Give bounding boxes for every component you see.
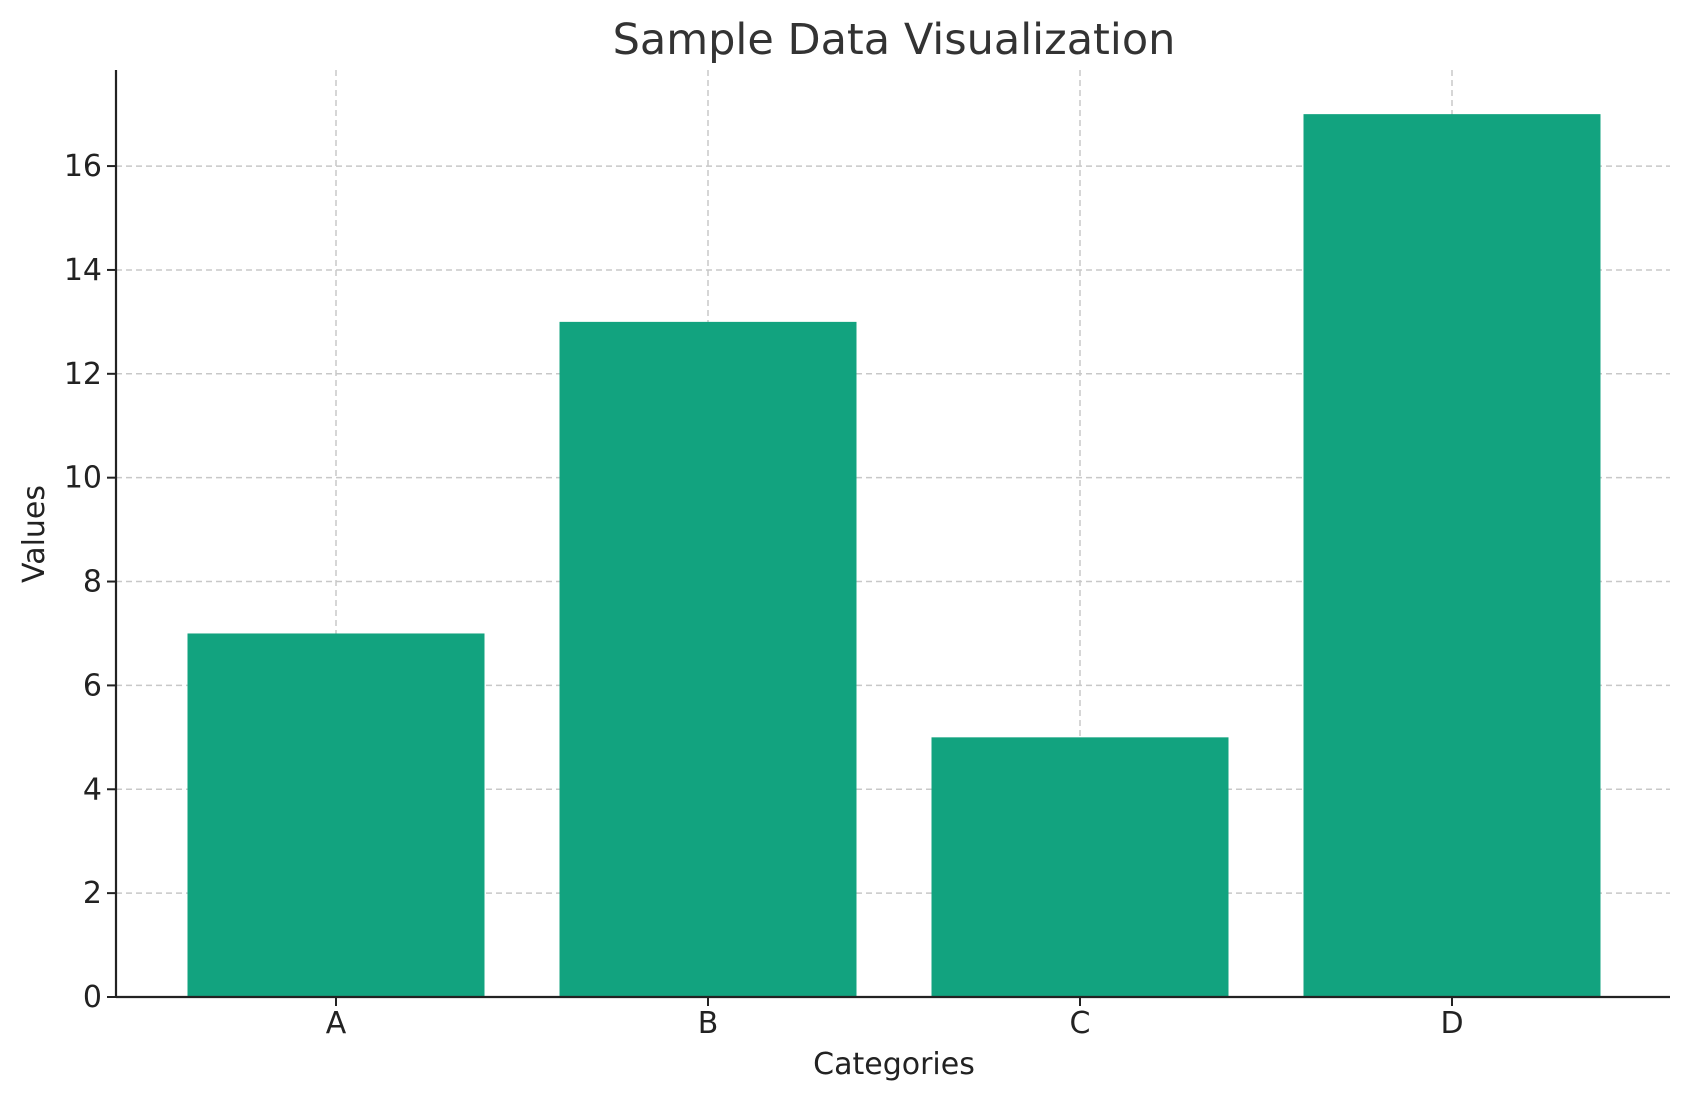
y-tick-label: 10 <box>64 461 102 496</box>
bars <box>187 114 1601 997</box>
y-tick-label: 2 <box>83 876 102 911</box>
y-tick-label: 4 <box>83 772 102 807</box>
x-tick-label: A <box>326 1006 347 1041</box>
y-tick-label: 14 <box>64 253 102 288</box>
x-tick-label: B <box>698 1006 719 1041</box>
axes <box>114 70 1670 999</box>
y-tick-label: 8 <box>83 565 102 600</box>
x-tick-label: C <box>1070 1006 1091 1041</box>
y-ticks: 0 2 4 6 8 10 12 14 16 <box>64 149 116 1015</box>
chart-title: Sample Data Visualization <box>613 15 1176 65</box>
y-tick-label: 0 <box>83 980 102 1015</box>
bar-c <box>931 737 1229 997</box>
x-axis-label: Categories <box>813 1047 975 1082</box>
bar-d <box>1303 114 1601 997</box>
x-tick-label: D <box>1440 1006 1463 1041</box>
bar-b <box>559 321 857 997</box>
bar-a <box>187 633 485 997</box>
y-tick-label: 6 <box>83 668 102 703</box>
y-tick-label: 12 <box>64 357 102 392</box>
y-tick-label: 16 <box>64 149 102 184</box>
x-ticks: A B C D <box>326 997 1464 1041</box>
y-axis-label: Values <box>17 485 52 583</box>
